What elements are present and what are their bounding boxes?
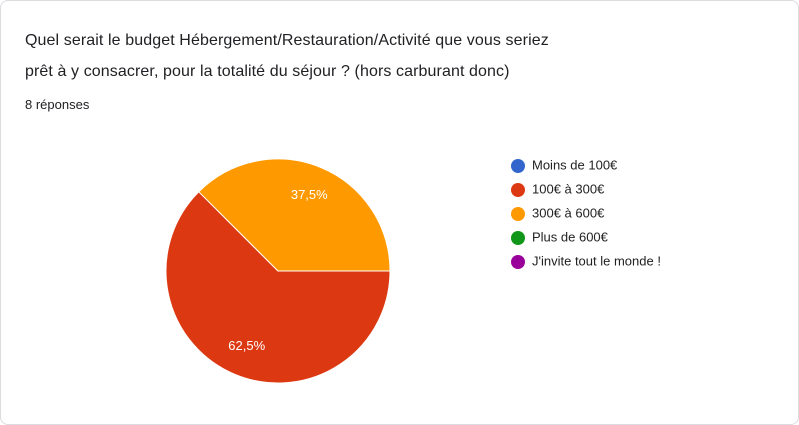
legend-swatch — [511, 159, 525, 173]
legend-swatch — [511, 255, 525, 269]
legend-swatch — [511, 183, 525, 197]
legend-label: J'invite tout le monde ! — [532, 253, 661, 268]
pie-slice — [198, 158, 391, 272]
slice-label: 37,5% — [291, 187, 328, 202]
legend-label: 300€ à 600€ — [532, 205, 605, 220]
legend-swatch — [511, 231, 525, 245]
legend-label: 100€ à 300€ — [532, 181, 605, 196]
pie-slice — [165, 191, 391, 384]
legend-swatch — [511, 207, 525, 221]
slice-label: 62,5% — [228, 338, 265, 353]
question-title: prêt à y consacrer, pour la totalité du … — [25, 63, 510, 80]
legend-label: Moins de 100€ — [532, 157, 618, 172]
legend-label: Plus de 600€ — [532, 229, 609, 244]
question-title: Quel serait le budget Hébergement/Restau… — [25, 32, 549, 49]
response-count: 8 réponses — [25, 97, 90, 112]
